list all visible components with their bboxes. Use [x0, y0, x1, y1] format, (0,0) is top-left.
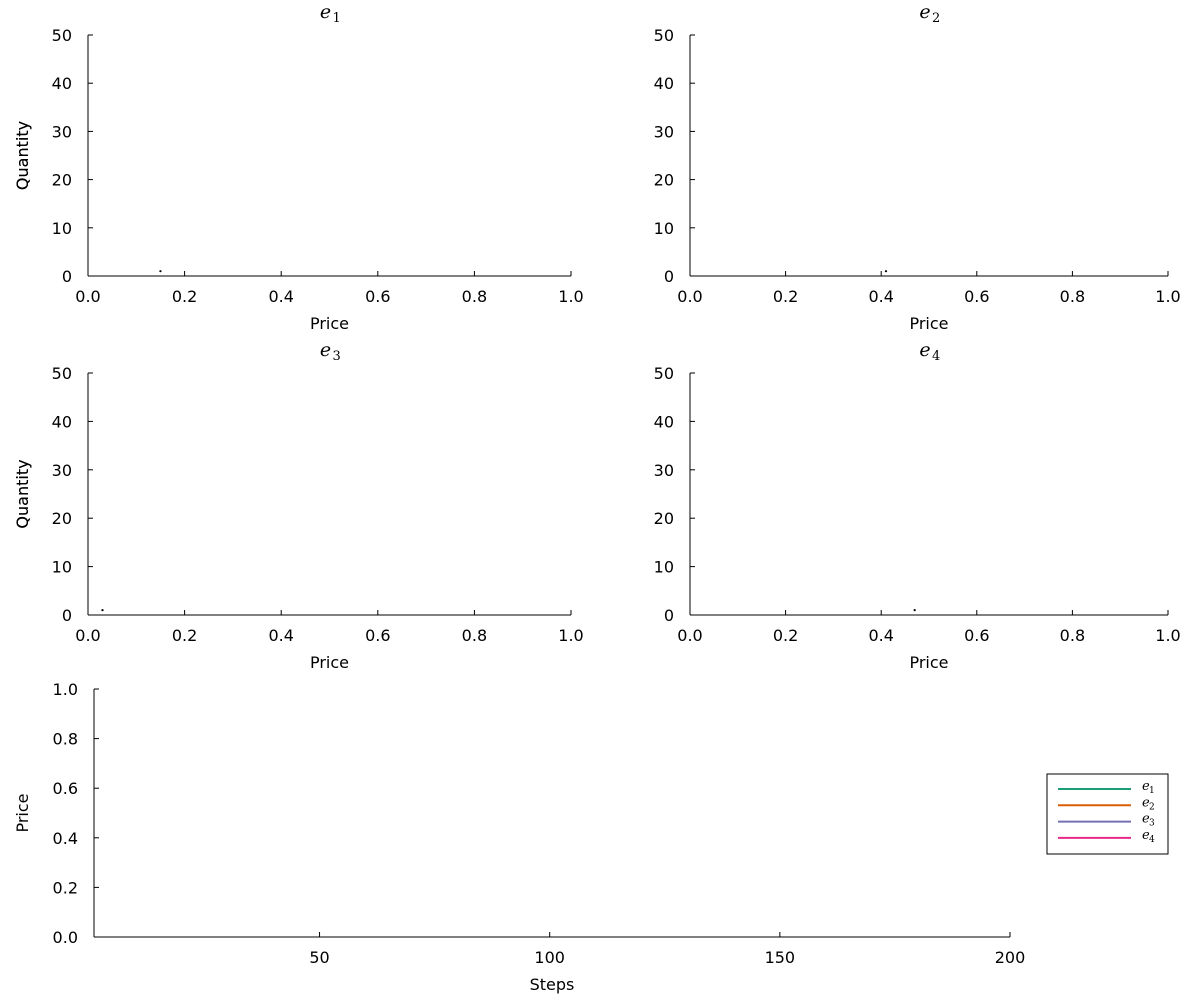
legend-label: e — [1142, 828, 1150, 843]
panel-title-subscript: 1 — [333, 11, 341, 26]
x-tick-label: 0.6 — [964, 287, 989, 306]
y-tick-label: 20 — [52, 171, 72, 190]
x-axis-title: Price — [310, 314, 349, 333]
x-tick-label: 0.6 — [365, 626, 390, 645]
chart-panel-3: 0.0 0.2 0.4 0.6 0.8 1.0 0 10 20 30 40 50 Price Quanti… — [13, 339, 584, 672]
x-tick-label: 0.2 — [773, 287, 798, 306]
y-tick-label: 20 — [52, 509, 72, 528]
y-tick-label: 50 — [52, 364, 72, 383]
x-tick-label: 150 — [765, 948, 796, 967]
chart-panel-2: 0.0 0.2 0.4 0.6 0.8 1.001020304050PriceQuanti… — [13, 1, 1181, 333]
x-tick-label: 0.8 — [462, 626, 487, 645]
chart-panel-1: 0.0 0.2 0.4 0.6 0.8 1.0 0 10 20 30 40 50 Price Quanti… — [13, 1, 584, 333]
x-tick-label: 0.6 — [964, 626, 989, 645]
y-tick-label: 1.0 — [53, 680, 78, 699]
legend-label-subscript: 1 — [1149, 786, 1155, 796]
y-tick-label: 30 — [654, 461, 674, 480]
legend-label: e — [1142, 812, 1150, 827]
panel-title-subscript: 2 — [932, 11, 940, 26]
y-tick-label: 20 — [654, 171, 674, 190]
x-tick-label: 200 — [995, 948, 1026, 967]
legend-label-subscript: 3 — [1149, 819, 1155, 829]
panel-title: e — [320, 1, 331, 23]
y-tick-label: 50 — [654, 26, 674, 45]
panel-title-subscript: 3 — [333, 349, 341, 364]
y-tick-label: 0 — [62, 606, 72, 625]
y-tick-label: 0.2 — [53, 878, 78, 897]
x-tick-label: 0.4 — [268, 287, 293, 306]
y-tick-label: 0 — [664, 267, 674, 286]
y-tick-label: 50 — [52, 26, 72, 45]
x-tick-label: 0.8 — [1060, 626, 1085, 645]
data-point — [159, 270, 162, 273]
legend-label-subscript: 2 — [1149, 802, 1155, 812]
y-tick-label: 0.6 — [53, 779, 78, 798]
x-tick-label: 100 — [534, 948, 565, 967]
x-tick-label: 0.8 — [1060, 287, 1085, 306]
x-tick-label: 1.0 — [558, 287, 583, 306]
y-tick-label: 50 — [654, 364, 674, 383]
y-tick-label: 0 — [62, 267, 72, 286]
legend-box — [1046, 773, 1169, 855]
x-tick-label: 0.0 — [677, 626, 702, 645]
x-tick-label: 0.8 — [462, 287, 487, 306]
x-tick-label: 0.2 — [172, 287, 197, 306]
y-tick-label: 30 — [654, 122, 674, 141]
panel-title-subscript: 4 — [932, 349, 940, 364]
x-tick-label: 0.2 — [773, 626, 798, 645]
panel-title: e — [320, 339, 331, 361]
x-tick-label: 0.0 — [677, 287, 702, 306]
y-tick-label: 30 — [52, 461, 72, 480]
y-tick-label: 40 — [654, 74, 674, 93]
x-tick-label: 0.4 — [268, 626, 293, 645]
x-tick-label: 1.0 — [558, 626, 583, 645]
y-axis-title: Quantity — [13, 459, 32, 528]
y-tick-label: 0 — [664, 606, 674, 625]
data-point — [101, 609, 104, 612]
x-tick-label: 0.4 — [868, 626, 893, 645]
legend-label-subscript: 4 — [1149, 835, 1155, 845]
y-tick-label: 10 — [52, 219, 72, 238]
y-tick-label: 10 — [654, 219, 674, 238]
panel-title: e — [919, 1, 930, 23]
x-axis-title: Price — [909, 653, 948, 672]
y-tick-label: 40 — [52, 412, 72, 431]
panel-title: e — [919, 339, 930, 361]
x-tick-label: 1.0 — [1155, 287, 1180, 306]
x-tick-label: 0.6 — [365, 287, 390, 306]
y-axis-title: Price — [13, 793, 32, 832]
chart-panel-5: 50 100 150 200 0.0 0.2 0.4 0.6 0.8 1.0 Steps Price e… — [13, 680, 1169, 994]
y-tick-label: 0.8 — [53, 730, 78, 749]
x-tick-label: 0.2 — [172, 626, 197, 645]
x-tick-label: 0.4 — [868, 287, 893, 306]
y-tick-label: 10 — [654, 558, 674, 577]
data-point — [884, 270, 888, 273]
x-tick-label: 1.0 — [1155, 626, 1180, 645]
x-axis-title: Price — [909, 314, 948, 333]
data-point — [913, 609, 916, 612]
legend-label: e — [1142, 795, 1150, 810]
x-axis-title: Steps — [530, 975, 575, 994]
y-tick-label: 0.4 — [53, 829, 78, 848]
y-axis-title: Quantity — [13, 121, 32, 190]
legend-label: e — [1142, 779, 1150, 794]
y-tick-label: 0.0 — [53, 928, 78, 947]
x-tick-label: 0.0 — [75, 287, 100, 306]
legend: e 1e 2e 3e 4 — [1046, 773, 1169, 855]
y-axis-title: Quantity — [13, 121, 32, 190]
y-tick-label: 30 — [52, 122, 72, 141]
x-tick-label: 50 — [309, 948, 329, 967]
chart-panel-4: 0.0 0.2 0.4 0.6 0.8 1.001020304050PriceQuanti… — [13, 339, 1181, 672]
y-tick-label: 10 — [52, 558, 72, 577]
x-tick-label: 0.0 — [75, 626, 100, 645]
y-axis-title: Quantity — [13, 459, 32, 528]
x-axis-title: Price — [310, 653, 349, 672]
panels: 0.0 0.2 0.4 0.6 0.8 1.001020304050PriceQuanti… — [13, 1, 1181, 994]
y-tick-label: 40 — [52, 74, 72, 93]
y-tick-label: 40 — [654, 412, 674, 431]
y-tick-label: 20 — [654, 509, 674, 528]
